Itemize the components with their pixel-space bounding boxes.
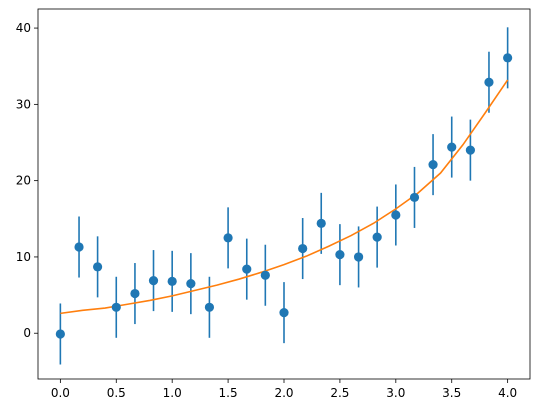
data-point bbox=[484, 77, 494, 87]
x-tick-label: 3.0 bbox=[386, 386, 405, 400]
data-point bbox=[298, 243, 308, 254]
x-axis-ticks: 0.0 0.5 1.0 1.5 2.0 2.5 3.0 3.5 4.0 bbox=[51, 379, 517, 400]
fit-line-group bbox=[60, 79, 509, 315]
y-tick-label: 0 bbox=[23, 326, 31, 340]
data-point bbox=[92, 262, 103, 272]
data-point bbox=[447, 142, 457, 152]
data-point bbox=[409, 192, 420, 203]
x-tick-label: 1.5 bbox=[219, 386, 238, 400]
x-tick-label: 1.0 bbox=[163, 386, 182, 400]
fit-line bbox=[60, 79, 509, 315]
data-point bbox=[428, 160, 438, 170]
y-tick-label: 20 bbox=[16, 174, 31, 188]
x-tick-label: 3.5 bbox=[442, 386, 461, 400]
data-point bbox=[279, 308, 289, 318]
data-point bbox=[465, 145, 476, 155]
plot-frame bbox=[37, 8, 531, 380]
data-point bbox=[204, 302, 215, 312]
x-tick-label: 0.0 bbox=[51, 386, 70, 400]
data-point bbox=[503, 53, 513, 63]
data-point bbox=[74, 242, 84, 252]
data-point bbox=[335, 250, 345, 260]
data-point bbox=[372, 232, 382, 242]
y-tick-label: 30 bbox=[16, 97, 31, 111]
data-point bbox=[186, 279, 196, 289]
data-point bbox=[130, 288, 140, 299]
data-points bbox=[55, 53, 513, 339]
y-tick-label: 40 bbox=[16, 21, 31, 35]
data-point bbox=[167, 276, 177, 286]
data-point bbox=[55, 329, 65, 339]
data-point bbox=[353, 252, 364, 262]
data-point bbox=[223, 233, 233, 243]
data-point bbox=[111, 302, 121, 312]
x-tick-label: 4.0 bbox=[498, 386, 517, 400]
x-tick-label: 2.5 bbox=[330, 386, 349, 400]
data-point bbox=[316, 218, 326, 228]
x-tick-label: 2.0 bbox=[274, 386, 293, 400]
y-axis-ticks: 0 10 20 30 40 bbox=[16, 21, 38, 340]
data-point bbox=[242, 264, 252, 274]
data-point bbox=[391, 210, 401, 220]
x-tick-label: 0.5 bbox=[107, 386, 126, 400]
y-tick-label: 10 bbox=[16, 250, 31, 264]
data-point bbox=[260, 270, 270, 280]
data-point bbox=[148, 275, 159, 286]
